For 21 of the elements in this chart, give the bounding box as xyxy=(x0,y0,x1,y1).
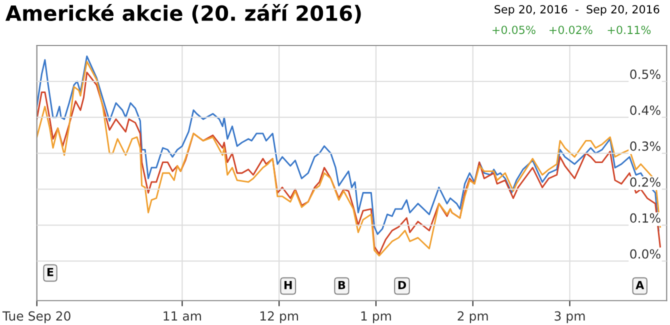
annotation: B xyxy=(338,280,346,290)
annotation: A xyxy=(636,280,644,290)
y-tick-label: 0.1% xyxy=(630,213,660,223)
chart-title: Americké akcie (20. září 2016) xyxy=(5,4,361,24)
x-tick-label: Tue Sep 20 xyxy=(2,311,70,324)
text: +0.05% xyxy=(492,26,536,34)
text: +0.11% xyxy=(608,26,651,34)
annotation: E xyxy=(47,268,54,276)
y-tick-label: 0.5% xyxy=(630,70,660,80)
text: +0.02% xyxy=(550,26,592,34)
annotation: H xyxy=(284,280,292,290)
x-tick-label: 2 pm xyxy=(458,311,488,324)
text: Sep 20, 2016 - Sep 20, 2016 xyxy=(494,5,660,16)
y-tick-label: 0.4% xyxy=(630,105,660,115)
x-tick-label: 11 am xyxy=(164,311,201,321)
x-tick-label: 1 pm xyxy=(361,311,391,324)
x-tick-label: 3 pm xyxy=(554,311,585,324)
y-tick-label: 0.0% xyxy=(630,249,660,259)
y-tick-label: 0.3% xyxy=(630,141,660,151)
x-tick-label: 12 pm xyxy=(260,311,298,324)
annotation: D xyxy=(398,280,406,290)
